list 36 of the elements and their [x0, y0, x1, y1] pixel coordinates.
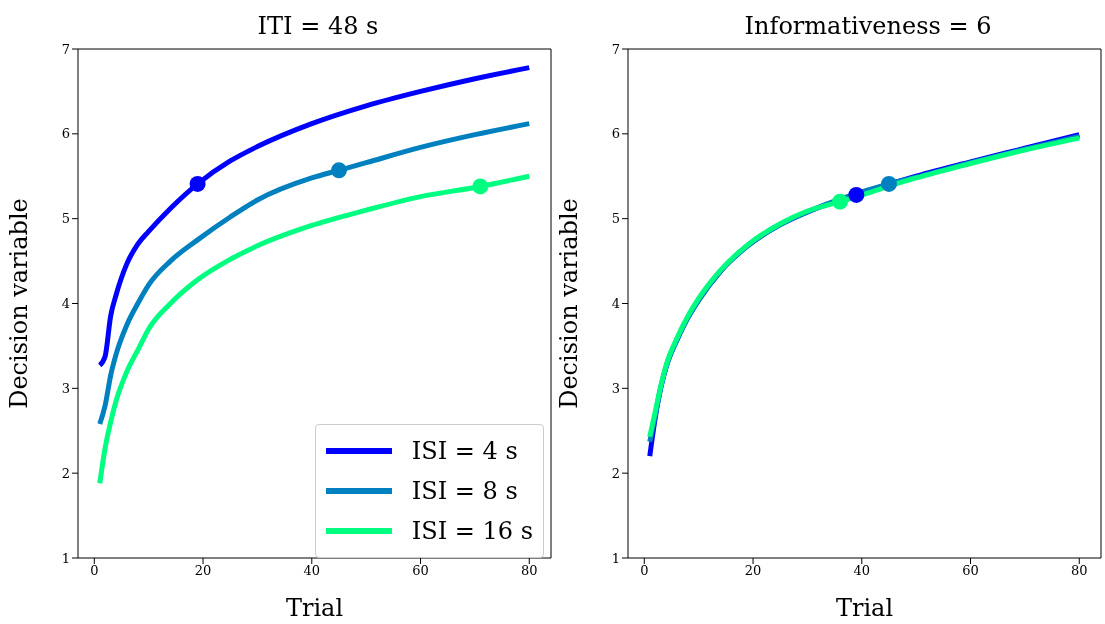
x-tick-label: 40 [303, 563, 321, 579]
x-axis-title: Trial [835, 594, 894, 622]
y-tick-label: 7 [61, 41, 70, 57]
legend-label: ISI = 16 s [411, 517, 533, 545]
y-tick-label: 6 [611, 126, 620, 142]
y-tick-label: 3 [611, 380, 620, 396]
x-tick-label: 20 [194, 563, 212, 579]
y-axis-title: Decision variable [554, 198, 583, 409]
legend-label: ISI = 8 s [411, 477, 518, 505]
x-axis-title: Trial [285, 594, 344, 622]
x-tick-label: 60 [412, 563, 429, 579]
x-tick-label: 0 [90, 563, 99, 579]
y-tick-label: 3 [61, 380, 70, 396]
point [880, 175, 897, 192]
y-tick-label: 1 [61, 550, 70, 566]
y-tick-label: 6 [61, 126, 70, 142]
x-tick-label: 80 [520, 563, 538, 579]
point [848, 186, 865, 203]
y-tick-label: 7 [611, 41, 620, 57]
y-tick-label: 2 [61, 465, 70, 481]
y-tick-label: 5 [611, 211, 620, 227]
chart-title: ITI = 48 s [257, 12, 379, 40]
y-tick-label: 5 [61, 211, 70, 227]
chart-title: Informativeness = 6 [744, 12, 992, 40]
x-tick-label: 80 [1070, 563, 1088, 579]
x-tick-label: 20 [744, 563, 762, 579]
x-tick-label: 60 [962, 563, 979, 579]
x-tick-label: 40 [853, 563, 871, 579]
y-tick-label: 1 [611, 550, 620, 566]
y-tick-label: 2 [611, 465, 620, 481]
y-axis-title: Decision variable [4, 198, 33, 409]
legend-label: ISI = 4 s [411, 437, 518, 465]
y-tick-label: 4 [611, 296, 620, 312]
point [832, 193, 849, 210]
x-tick-label: 0 [640, 563, 649, 579]
y-tick-label: 4 [61, 296, 70, 312]
